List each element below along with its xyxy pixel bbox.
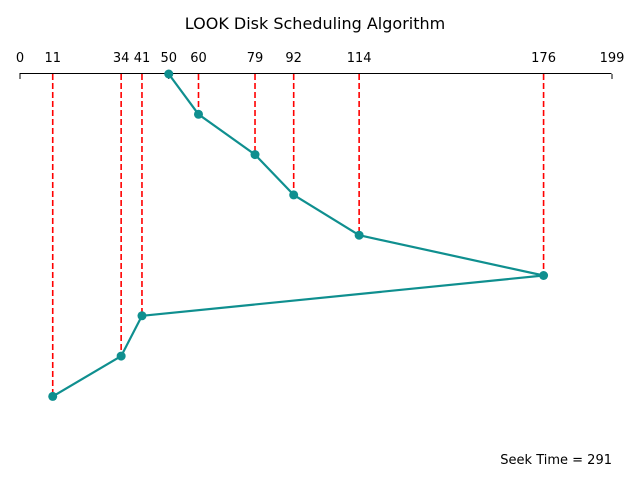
seek-time-label: Seek Time = 291 (500, 453, 612, 468)
x-tick-label: 114 (347, 51, 372, 66)
request-point (539, 271, 549, 280)
x-tick-label: 79 (247, 51, 264, 66)
request-point (193, 109, 203, 119)
request-point (116, 351, 126, 361)
request-point (354, 230, 364, 240)
x-tick-label: 199 (600, 51, 625, 66)
x-tick-label: 50 (160, 51, 177, 66)
request-point (164, 69, 174, 79)
x-tick-label: 92 (285, 51, 302, 66)
request-point (250, 150, 260, 160)
x-tick-label: 0 (16, 51, 24, 66)
x-tick-label: 34 (113, 51, 130, 66)
request-point (289, 190, 299, 200)
request-markers (48, 69, 549, 401)
x-tick-label: 11 (44, 51, 61, 66)
seek-path-line (52, 73, 545, 398)
request-point (48, 391, 58, 401)
x-axis-ticks: 0 11 34 41 50 60 79 92 114 176 199 (16, 51, 625, 79)
x-tick-label: 176 (531, 51, 556, 66)
x-tick-label: 60 (190, 51, 207, 66)
guide-lines (51, 74, 545, 397)
x-tick-label: 41 (134, 51, 151, 66)
request-point (137, 311, 147, 321)
chart-title: LOOK Disk Scheduling Algorithm (185, 14, 445, 33)
